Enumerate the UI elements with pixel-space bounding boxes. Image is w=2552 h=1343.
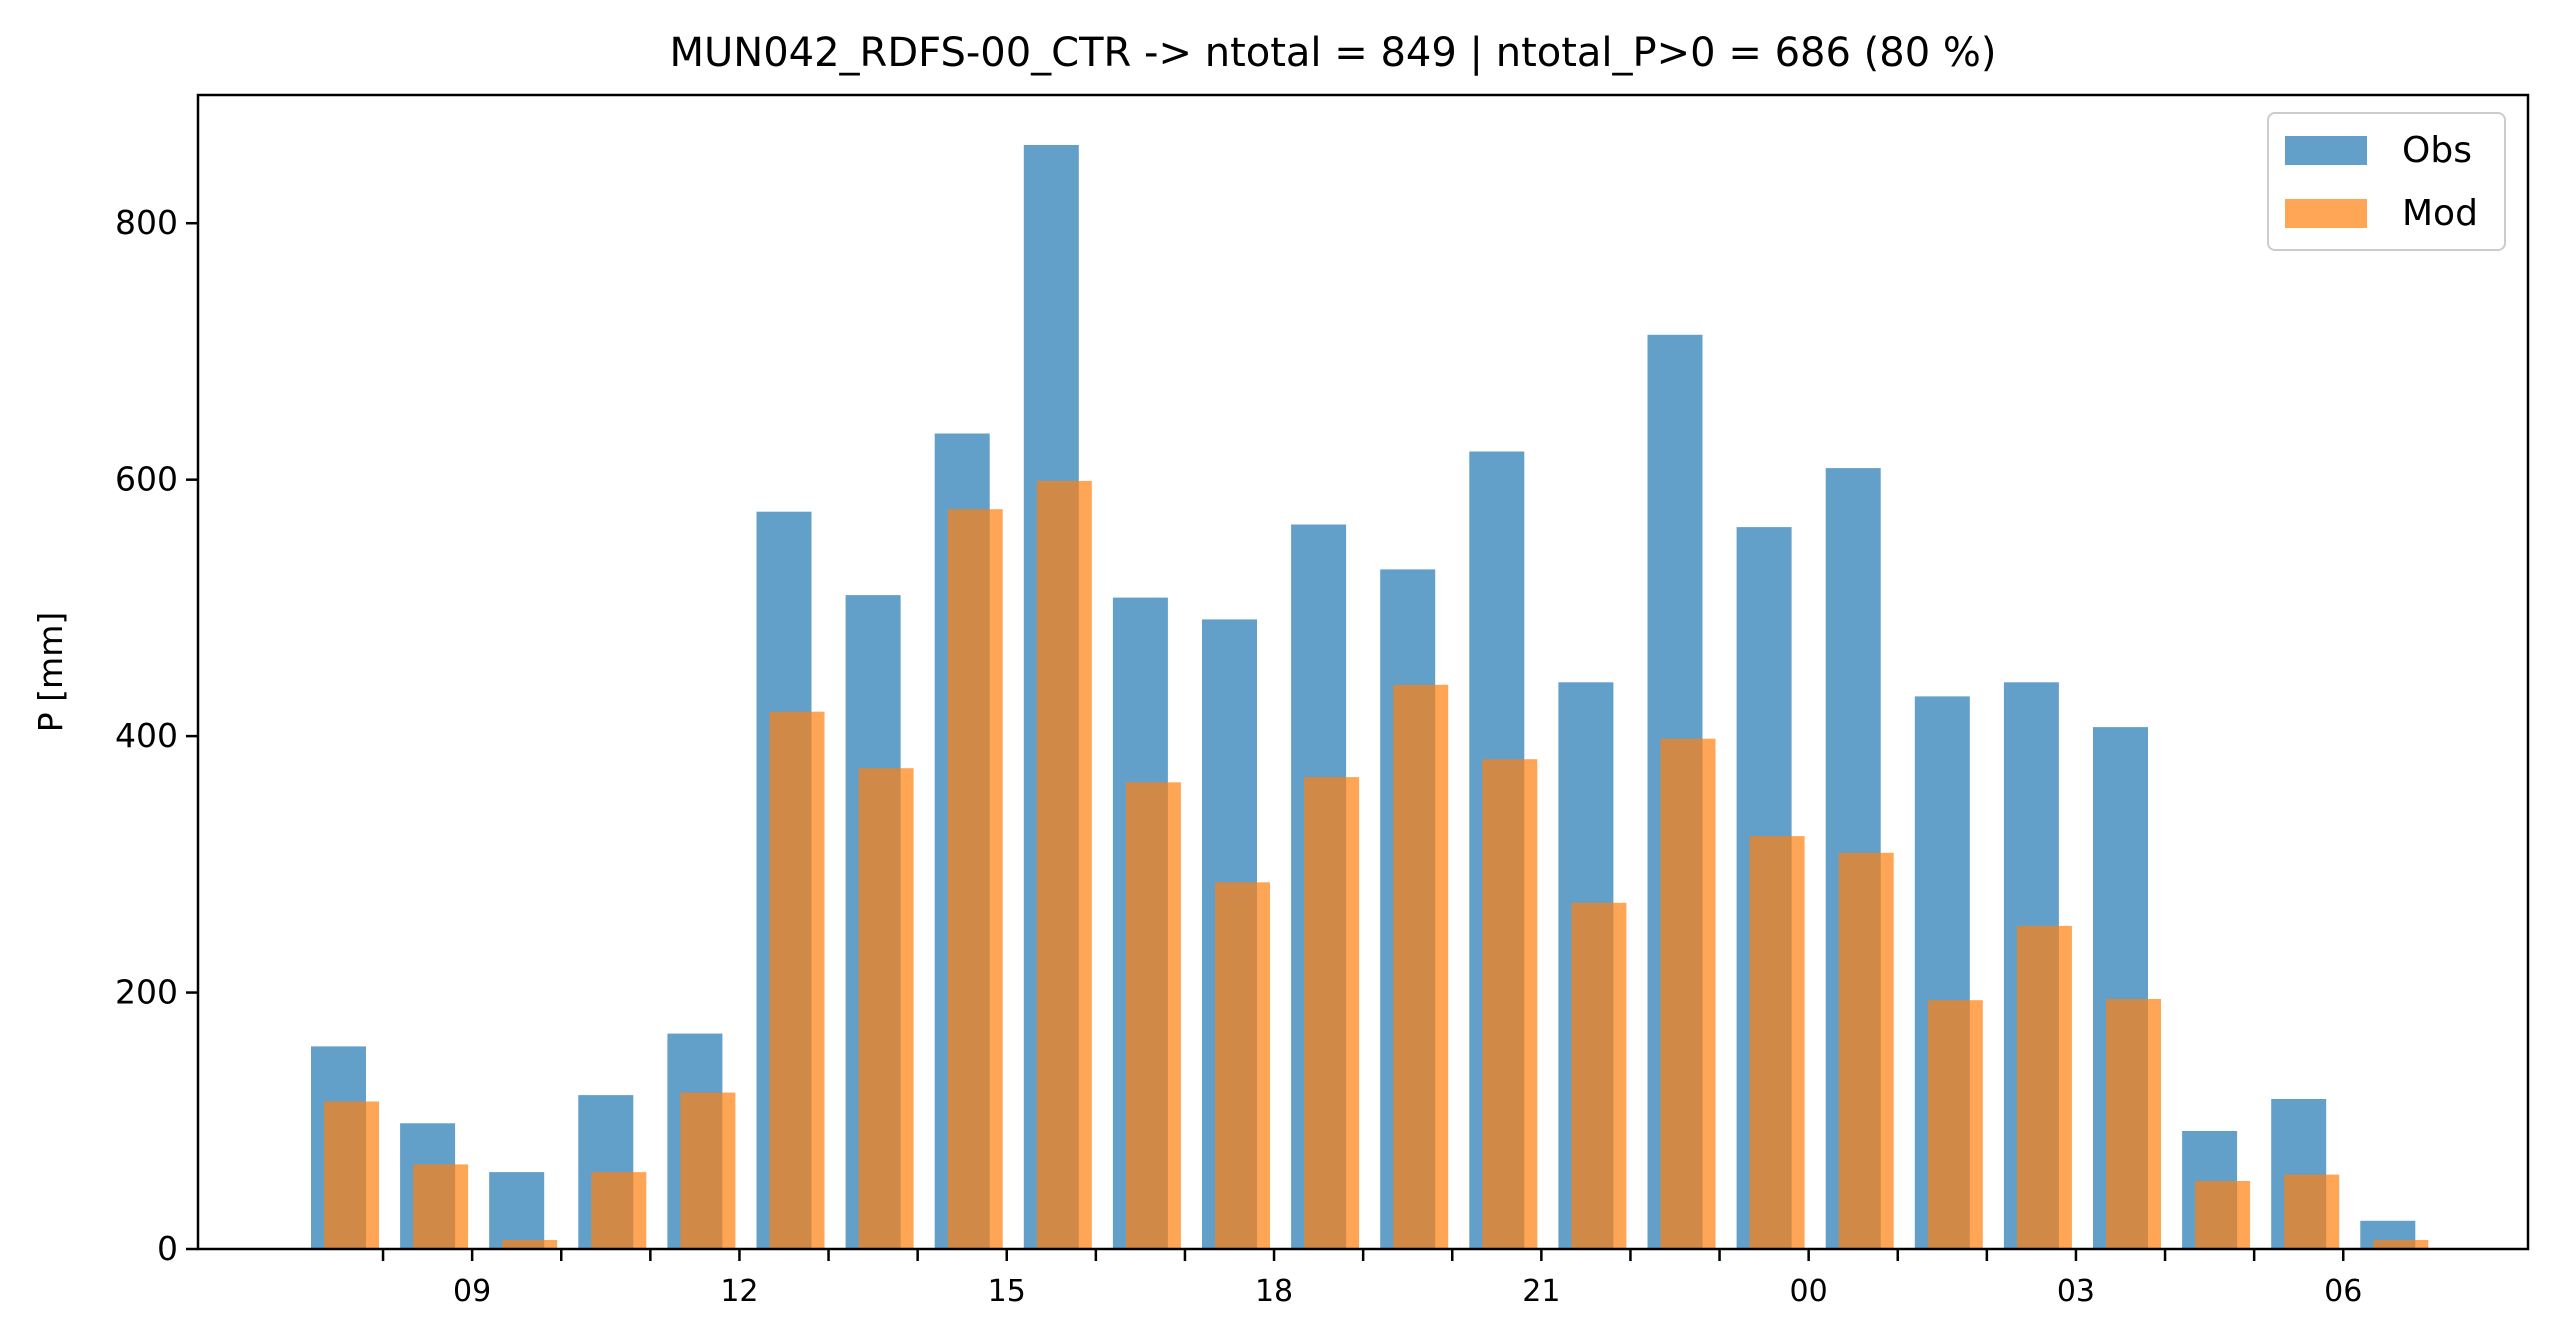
- bar-mod: [2106, 999, 2161, 1249]
- x-tick-label: 18: [1255, 1274, 1293, 1309]
- bar-mod: [1749, 836, 1805, 1249]
- bar-mod: [1036, 480, 1092, 1249]
- bar-mod: [947, 509, 1003, 1249]
- x-axis-ticks: 09 12 15 18 21 00 03 06: [381, 1249, 2362, 1309]
- y-axis-ticks: 0 200 400 600 800: [115, 203, 198, 1268]
- bar-mod: [2284, 1174, 2340, 1249]
- bar-mod: [1393, 684, 1449, 1249]
- chart-title: MUN042_RDFS-00_CTR -> ntotal = 849 | nto…: [670, 30, 1997, 76]
- bar-mod: [413, 1164, 469, 1249]
- x-tick-label: 00: [1790, 1274, 1828, 1309]
- bar-mod: [324, 1101, 379, 1249]
- y-tick-label: 800: [115, 203, 178, 242]
- bar-mod: [858, 768, 914, 1249]
- bar-mod: [1304, 777, 1360, 1249]
- bar-mod: [502, 1240, 558, 1249]
- plot-frame: [196, 93, 2530, 1251]
- bar-mod: [2195, 1181, 2251, 1249]
- bar-mod: [1927, 1000, 1983, 1249]
- y-tick-label: 0: [157, 1229, 178, 1268]
- bar-mod: [680, 1092, 736, 1249]
- bar-mod: [1838, 852, 1894, 1249]
- x-tick-label: 06: [2324, 1274, 2362, 1309]
- bar-mod: [591, 1172, 647, 1249]
- series-mod: [324, 480, 2429, 1249]
- y-tick-label: 400: [115, 716, 178, 755]
- legend-swatch-mod: [2285, 199, 2367, 228]
- legend: Obs Mod: [2267, 112, 2506, 251]
- legend-label-obs: Obs: [2402, 130, 2472, 171]
- x-tick-label: 15: [988, 1274, 1026, 1309]
- bar-mod: [1660, 738, 1716, 1249]
- y-axis-label: P [mm]: [31, 612, 70, 732]
- bar-mod: [2373, 1240, 2429, 1249]
- x-tick-label: 03: [2057, 1274, 2095, 1309]
- x-tick-label: 09: [453, 1274, 491, 1309]
- legend-label-mod: Mod: [2402, 193, 2478, 234]
- bar-mod: [1125, 782, 1181, 1249]
- x-tick-label: 21: [1522, 1274, 1560, 1309]
- bar-mod: [769, 711, 825, 1249]
- bar-mod: [1571, 902, 1627, 1249]
- legend-swatch-obs: [2285, 136, 2367, 165]
- x-tick-label: 12: [720, 1274, 758, 1309]
- bar-obs: [489, 1172, 545, 1249]
- y-tick-label: 200: [115, 973, 178, 1012]
- y-tick-label: 600: [115, 460, 178, 499]
- bar-mod: [2016, 925, 2072, 1249]
- bar-mod: [1215, 882, 1270, 1249]
- bar-mod: [1482, 759, 1538, 1249]
